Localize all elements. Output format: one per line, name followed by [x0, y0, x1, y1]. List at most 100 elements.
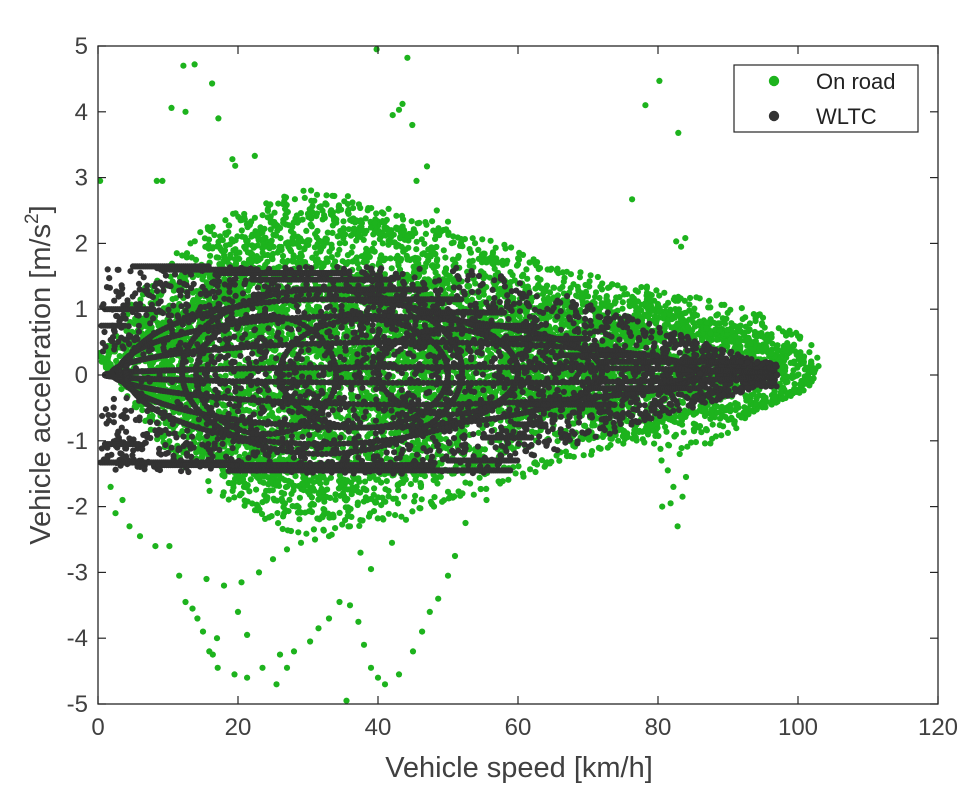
on-road-point [364, 433, 371, 440]
on-road-point [296, 516, 303, 523]
on-road-point [284, 208, 291, 216]
on-road-point [391, 332, 399, 339]
on-road-point [385, 487, 392, 494]
on-road-point [197, 229, 204, 236]
on-road-point [286, 246, 294, 253]
on-road-point [334, 251, 341, 258]
on-road-point [221, 275, 228, 282]
on-road-point [404, 233, 411, 240]
on-road-point [371, 240, 378, 247]
on-road-point [407, 481, 414, 488]
on-road-point [207, 252, 214, 259]
on-road-point [278, 489, 285, 496]
on-road-point [231, 494, 238, 501]
on-road-point [336, 390, 343, 397]
on-road-point [352, 302, 359, 309]
on-road-point [222, 217, 229, 224]
on-road-point [806, 349, 813, 356]
on-road-point [273, 305, 280, 312]
on-road-point [297, 210, 304, 217]
on-road-point [518, 273, 526, 280]
on-road-point [222, 230, 229, 237]
on-road-point [370, 473, 377, 480]
on-road-point [326, 248, 333, 255]
on-road-point [269, 256, 276, 263]
on-road-point [340, 218, 347, 225]
on-road-point [352, 217, 359, 224]
on-road-point [327, 474, 334, 481]
on-road-point [290, 256, 297, 263]
on-road-point [332, 496, 339, 503]
on-road-point [279, 258, 286, 265]
on-road-point [274, 509, 281, 517]
on-road-point [279, 252, 287, 260]
on-road-point [333, 216, 340, 223]
on-road-point [412, 476, 419, 483]
on-road-point [335, 347, 342, 354]
on-road-point [217, 233, 224, 240]
on-road-point [344, 486, 351, 493]
on-road-point [214, 243, 221, 250]
on-road-point [213, 254, 220, 261]
on-road-point [388, 265, 395, 272]
on-road-point [222, 372, 229, 379]
on-road-point [283, 336, 290, 343]
on-road-point [116, 353, 123, 360]
on-road-point [421, 240, 428, 247]
on-road-point [315, 349, 322, 356]
on-road-point [290, 414, 297, 421]
on-road-point [266, 245, 273, 252]
on-road-point [225, 496, 232, 503]
on-road-point [303, 227, 310, 234]
on-road-point [440, 247, 447, 254]
on-road-point [285, 477, 292, 485]
on-road-point [355, 475, 362, 482]
on-road-point [268, 305, 275, 312]
on-road-point [478, 300, 485, 307]
on-road-point [308, 197, 315, 204]
on-road-point [442, 266, 449, 273]
on-road-point [336, 509, 343, 516]
on-road-point [205, 226, 212, 233]
plot-area [98, 46, 822, 704]
on-road-point [419, 353, 426, 360]
on-road-point [280, 504, 287, 511]
on-road-point [336, 240, 343, 247]
on-road-point [309, 500, 316, 507]
on-road-point [225, 222, 232, 229]
on-road-point [201, 235, 208, 242]
on-road-point [268, 237, 275, 244]
on-road-point [324, 486, 331, 493]
on-road-point [348, 348, 355, 355]
on-road-point [349, 243, 356, 250]
on-road-point [308, 494, 315, 501]
on-road-point [413, 246, 420, 253]
on-road-point [370, 231, 377, 238]
on-road-point [173, 250, 180, 257]
on-road-point [357, 489, 364, 496]
on-road-point [344, 252, 351, 259]
on-road-point [322, 200, 329, 207]
on-road-point [247, 476, 254, 483]
on-road-point [310, 479, 317, 486]
on-road-point [320, 242, 327, 250]
on-road-point [316, 477, 323, 484]
on-road-point [266, 412, 273, 419]
on-road-point [433, 243, 440, 251]
on-road-point [417, 483, 424, 491]
on-road-point [179, 252, 186, 259]
on-road-point [523, 266, 530, 273]
on-road-point [429, 262, 436, 269]
on-road-point [206, 487, 213, 494]
on-road-point [296, 494, 303, 501]
on-road-point [271, 392, 279, 399]
on-road-point [149, 412, 156, 419]
on-road-point [274, 227, 281, 234]
on-road-point [307, 221, 314, 228]
on-road-point [344, 327, 351, 334]
on-road-point [344, 478, 351, 485]
on-road-point [307, 306, 314, 313]
on-road-point [284, 306, 291, 313]
on-road-point [333, 413, 340, 420]
